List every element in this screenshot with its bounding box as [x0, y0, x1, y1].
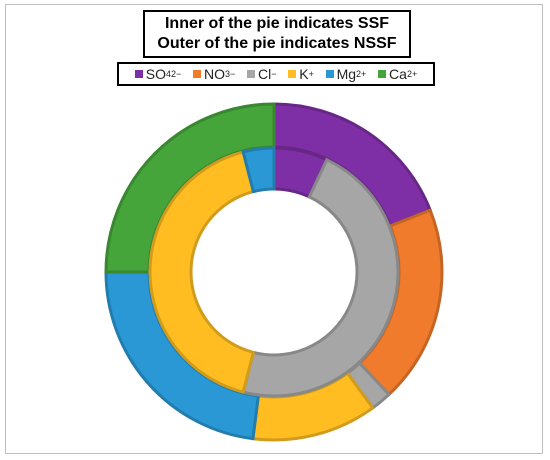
- legend-item-magnesium: Mg 2+: [325, 66, 366, 82]
- legend-swatch-potassium: [288, 70, 297, 78]
- legend-swatch-sulfate: [134, 70, 143, 78]
- legend-label-base: Cl: [258, 66, 272, 82]
- legend-item-nitrate: NO 3−: [192, 66, 235, 82]
- legend-swatch-nitrate: [192, 70, 201, 78]
- chart-title: Inner of the pie indicates SSF Outer of …: [143, 10, 411, 58]
- chart-title-line-2: Outer of the pie indicates NSSF: [157, 35, 397, 52]
- legend-label-base: Ca: [389, 66, 407, 82]
- inner-ring-slice-chloride: [241, 157, 400, 398]
- legend-swatch-magnesium: [325, 70, 334, 78]
- inner-ring-slice-magnesium: [241, 146, 276, 194]
- chart-title-line-1: Inner of the pie indicates SSF: [164, 15, 390, 32]
- legend-item-calcium: Ca 2+: [378, 66, 417, 82]
- legend-label-base: K: [299, 66, 309, 82]
- inner-ring-ssf: [148, 146, 400, 398]
- legend-swatch-chloride: [247, 70, 255, 78]
- legend-item-potassium: K +: [288, 66, 314, 82]
- chart-legend: SO 4 2− NO 3− Cl − K + Mg 2+ Ca 2+: [117, 62, 435, 86]
- legend-label-base: SO: [145, 66, 166, 82]
- legend-label-base: NO: [203, 66, 225, 82]
- outer-ring-nssf: [104, 102, 444, 442]
- legend-label-base: Mg: [336, 66, 357, 82]
- legend-item-chloride: Cl −: [247, 66, 277, 82]
- legend-item-sulfate: SO 4 2−: [134, 66, 181, 82]
- legend-swatch-calcium: [378, 70, 387, 78]
- inner-ring-slice-potassium: [148, 150, 256, 394]
